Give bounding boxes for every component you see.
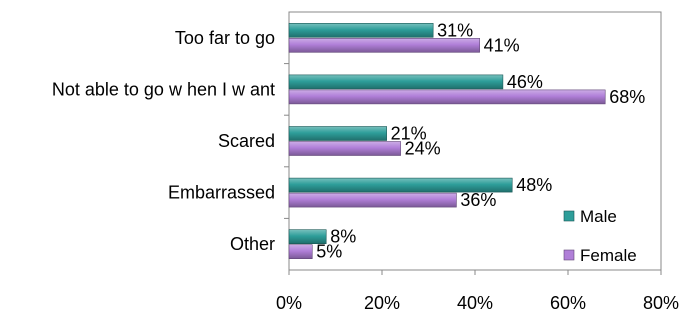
legend-label-female: Female <box>580 246 637 265</box>
data-label: 8% <box>330 227 356 247</box>
data-label: 24% <box>405 139 441 159</box>
bar-male <box>288 22 434 38</box>
x-tick-label: 60% <box>550 293 586 313</box>
bar-male <box>288 229 327 244</box>
data-label: 46% <box>507 72 543 92</box>
data-label: 41% <box>484 35 520 55</box>
category-label: Not able to go w hen I w ant <box>52 79 275 99</box>
bar-female <box>288 192 457 208</box>
category-label: Embarrassed <box>168 183 275 203</box>
bars-layer: 31% 41% 46% 68% 21%24% 48% 36% 8%5% <box>284 20 645 262</box>
x-axis: 0% 20% 40% 60% 80% <box>276 270 679 313</box>
category-label: Other <box>230 234 275 254</box>
bar-female <box>288 141 401 156</box>
x-tick-label: 20% <box>364 293 400 313</box>
data-label: 48% <box>516 175 552 195</box>
x-tick-label: 80% <box>643 293 679 313</box>
plot-area <box>288 11 662 271</box>
bar-female <box>288 244 313 259</box>
data-label: 5% <box>316 242 342 262</box>
data-label: 68% <box>609 87 645 107</box>
category-labels: Too far to go Not able to go w hen I w an… <box>52 28 275 254</box>
legend: Male Female <box>563 207 637 265</box>
bar-male <box>288 126 387 141</box>
bar-female <box>288 89 606 105</box>
legend-label-male: Male <box>580 207 617 226</box>
bar-male <box>288 74 504 90</box>
category-label: Too far to go <box>175 28 275 48</box>
data-label: 36% <box>460 190 496 210</box>
legend-swatch-female <box>563 249 575 261</box>
bar-female <box>288 37 480 53</box>
data-label: 31% <box>437 20 473 40</box>
x-tick-label: 40% <box>457 293 493 313</box>
bar-male <box>288 177 513 193</box>
legend-swatch-male <box>563 210 575 222</box>
x-tick-label: 0% <box>276 293 302 313</box>
category-label: Scared <box>218 131 275 151</box>
data-label: 21% <box>391 124 427 144</box>
